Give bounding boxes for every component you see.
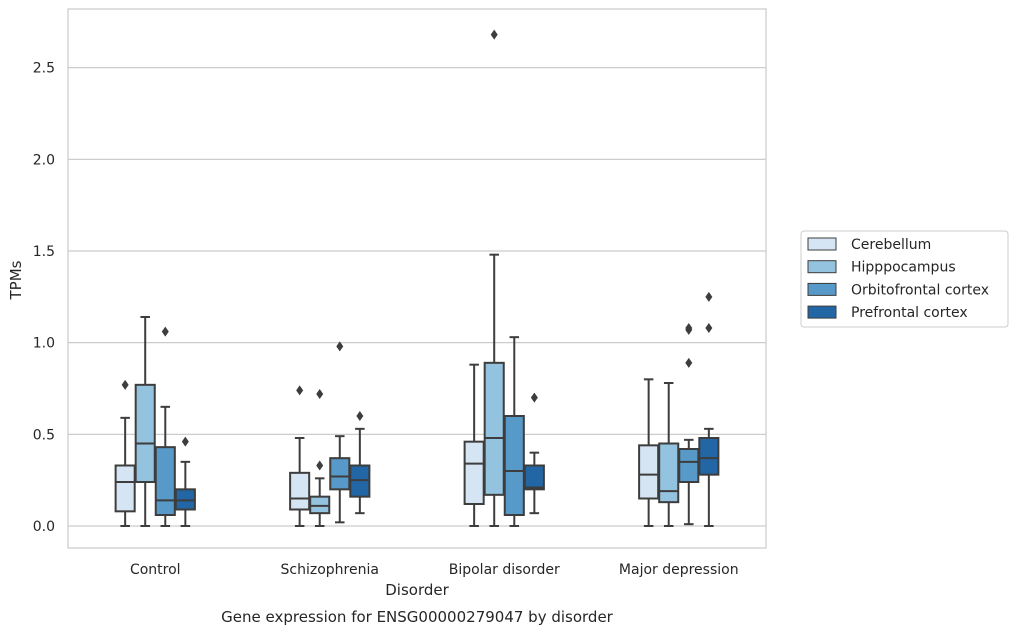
box-group bbox=[698, 291, 720, 527]
x-axis-label: Disorder bbox=[385, 581, 449, 599]
y-tick-label: 0.5 bbox=[33, 427, 55, 443]
box-group bbox=[289, 385, 311, 527]
y-tick-label: 2.0 bbox=[33, 152, 55, 168]
outlier-point bbox=[161, 326, 169, 337]
legend-swatch bbox=[807, 260, 837, 274]
legend-item: Hipppocampus bbox=[807, 260, 956, 276]
legend-swatch bbox=[807, 237, 837, 251]
outlier-point bbox=[490, 29, 498, 40]
box bbox=[114, 464, 136, 513]
box-group bbox=[678, 323, 700, 526]
y-tick-label: 1.0 bbox=[33, 336, 55, 352]
outlier-point bbox=[181, 436, 189, 447]
box-group bbox=[463, 363, 485, 527]
outlier-point bbox=[530, 392, 538, 403]
outlier-point bbox=[296, 385, 304, 396]
legend-swatch bbox=[807, 282, 837, 296]
box-group bbox=[349, 411, 371, 515]
legend-item: Orbitofrontal cortex bbox=[807, 282, 989, 298]
box bbox=[658, 442, 680, 504]
x-tick-label: Major depression bbox=[619, 562, 739, 578]
box bbox=[698, 437, 720, 476]
box-layer bbox=[114, 29, 720, 527]
outlier-point bbox=[356, 411, 364, 421]
box bbox=[134, 383, 156, 484]
x-tick-label: Control bbox=[130, 562, 181, 578]
box bbox=[289, 471, 311, 511]
box bbox=[638, 444, 660, 500]
box-group bbox=[503, 336, 525, 527]
legend-items: Cerebellum Hipppocampus Orbitofrontal cort… bbox=[807, 237, 989, 321]
box-group bbox=[658, 382, 680, 527]
box-group bbox=[134, 316, 156, 527]
outlier-point bbox=[685, 357, 693, 368]
legend: Cerebellum Hipppocampus Orbitofrontal cort… bbox=[800, 230, 1009, 328]
box-group bbox=[154, 326, 176, 527]
legend-frame bbox=[800, 230, 1009, 328]
legend-label: Prefrontal cortex bbox=[851, 305, 968, 321]
y-tick-label: 1.5 bbox=[33, 244, 55, 260]
outlier-point bbox=[316, 389, 324, 399]
box bbox=[523, 464, 545, 491]
box-group bbox=[114, 379, 136, 527]
legend-item: Cerebellum bbox=[807, 237, 931, 253]
legend-swatch bbox=[807, 305, 837, 319]
box bbox=[463, 440, 485, 505]
legend-item: Prefrontal cortex bbox=[807, 305, 968, 321]
box bbox=[678, 448, 700, 483]
box-group bbox=[329, 341, 351, 524]
x-tick-labels: Control Schizophrenia Bipolar disorder Majo… bbox=[130, 562, 739, 578]
y-tick-label: 2.5 bbox=[33, 61, 55, 77]
box bbox=[329, 457, 351, 491]
x-tick-label: Schizophrenia bbox=[281, 562, 379, 578]
box-group bbox=[309, 389, 331, 527]
box-group bbox=[523, 392, 545, 515]
legend-label: Cerebellum bbox=[851, 237, 931, 253]
x-tick-label: Bipolar disorder bbox=[449, 562, 560, 578]
chart-caption: Gene expression for ENSG00000279047 by d… bbox=[221, 608, 614, 626]
outlier-point bbox=[705, 291, 713, 302]
box-group bbox=[174, 436, 196, 527]
outlier-point bbox=[336, 341, 344, 352]
y-tick-label: 0.0 bbox=[33, 519, 55, 535]
box bbox=[503, 415, 525, 516]
outlier-point bbox=[705, 323, 713, 333]
outlier-point bbox=[121, 379, 129, 390]
legend-label: Orbitofrontal cortex bbox=[851, 282, 989, 298]
legend-label: Hipppocampus bbox=[851, 260, 956, 276]
box-group bbox=[483, 29, 505, 527]
box bbox=[483, 361, 505, 496]
plot-frame bbox=[67, 8, 767, 549]
outlier-point bbox=[316, 460, 324, 471]
outlier-point bbox=[685, 323, 693, 333]
box-group bbox=[638, 378, 660, 527]
y-axis-label: TPMs bbox=[7, 260, 25, 300]
box bbox=[154, 446, 176, 516]
y-tick-labels: 0.0 0.5 1.0 1.5 2.0 2.5 bbox=[33, 61, 55, 535]
